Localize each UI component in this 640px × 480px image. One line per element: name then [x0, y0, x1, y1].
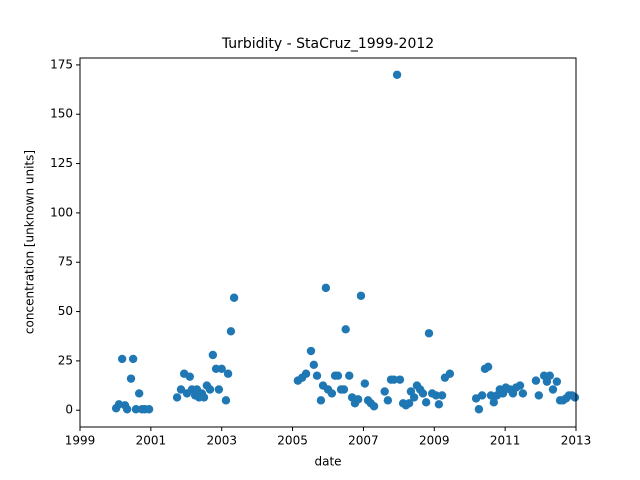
point [383, 396, 393, 405]
point [312, 371, 322, 380]
x-tick-label: 2005 [277, 434, 308, 448]
point [223, 369, 233, 378]
point [477, 391, 487, 400]
point [356, 291, 366, 300]
y-tick-label: 75 [58, 255, 73, 269]
point [486, 391, 496, 400]
point [489, 398, 499, 407]
point [117, 354, 127, 364]
point [309, 360, 319, 370]
point [126, 374, 136, 383]
point [321, 283, 331, 293]
y-tick-label: 150 [50, 107, 73, 121]
point [409, 393, 419, 402]
x-tick-label: 2003 [206, 434, 237, 448]
point [172, 393, 182, 402]
point [144, 405, 154, 414]
point [306, 346, 316, 356]
y-axis-label: concentration [unknown units] [23, 150, 37, 334]
point [445, 369, 455, 378]
point [176, 385, 186, 394]
point [122, 405, 132, 414]
point [380, 387, 389, 396]
point [518, 389, 528, 398]
point [570, 393, 580, 402]
y-tick-label: 50 [58, 304, 73, 318]
point [131, 405, 141, 414]
x-tick-label: 2011 [490, 434, 521, 448]
point [301, 369, 311, 378]
point [369, 402, 379, 411]
point [434, 400, 444, 409]
y-tick-label: 25 [58, 353, 73, 367]
x-tick-label: 2001 [136, 434, 167, 448]
point [395, 375, 405, 384]
point [341, 325, 350, 334]
chart-title: Turbidity - StaCruz_1999-2012 [221, 36, 434, 52]
point [548, 385, 558, 394]
point [214, 385, 224, 394]
point [353, 395, 363, 404]
point [534, 391, 543, 400]
plot-frame [79, 57, 577, 428]
point [134, 389, 144, 398]
point [418, 389, 428, 398]
point [199, 393, 209, 402]
point [531, 376, 541, 385]
point [185, 372, 195, 381]
point [424, 329, 434, 338]
point [128, 354, 138, 364]
point [360, 379, 370, 388]
point [474, 405, 484, 414]
x-tick-label: 2013 [561, 434, 592, 448]
point [221, 396, 231, 405]
y-tick-label: 175 [50, 57, 73, 71]
y-tick-label: 125 [50, 156, 73, 170]
point [208, 350, 218, 360]
point [205, 385, 215, 394]
point [483, 362, 493, 372]
point [515, 381, 525, 390]
y-tick-label: 0 [65, 403, 73, 417]
point [333, 371, 343, 380]
point [339, 385, 349, 394]
x-tick-label: 2007 [348, 434, 379, 448]
point [392, 70, 402, 79]
x-axis-label: date [314, 455, 341, 469]
x-tick-label: 1999 [65, 434, 96, 448]
point [217, 364, 226, 373]
point [229, 293, 239, 302]
point [437, 391, 447, 400]
point [404, 399, 414, 408]
point [345, 371, 354, 380]
point [545, 371, 554, 380]
point [327, 389, 337, 398]
point [226, 327, 236, 336]
y-tick-label: 100 [50, 205, 73, 219]
point [389, 375, 399, 384]
point [421, 398, 431, 407]
point [552, 377, 562, 386]
point [316, 396, 326, 405]
x-tick-label: 2009 [419, 434, 450, 448]
point [431, 391, 441, 400]
